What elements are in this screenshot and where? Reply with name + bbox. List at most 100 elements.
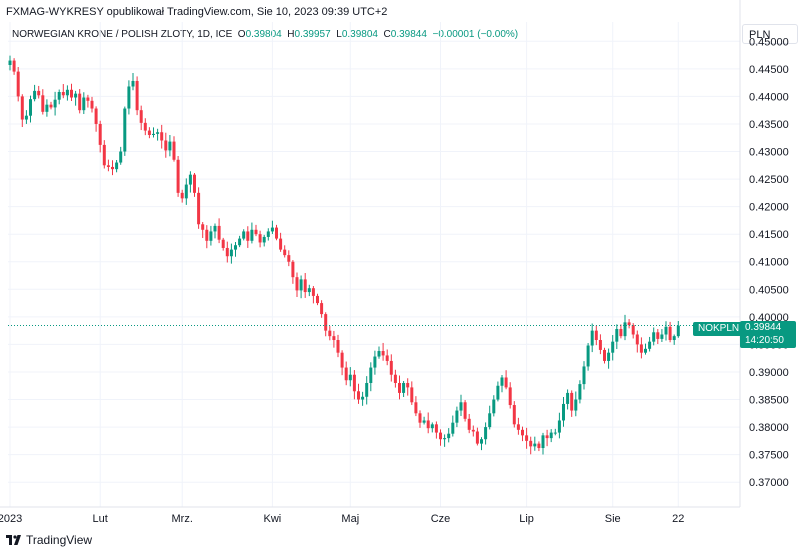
footer-brand-label: TradingView <box>26 533 93 547</box>
candle-body <box>504 377 508 388</box>
candle-body <box>295 277 299 291</box>
candle-body <box>270 227 274 232</box>
candle-body <box>484 427 488 440</box>
footer-brand[interactable]: TradingView <box>6 533 92 547</box>
candle-body <box>98 123 102 145</box>
candle-body <box>668 326 672 341</box>
y-tick-label: 0.37500 <box>749 450 789 462</box>
candle-body <box>582 366 586 385</box>
candle-body <box>393 374 397 383</box>
candle-body <box>143 122 147 131</box>
candle-body <box>135 80 139 111</box>
candle-body <box>20 96 24 120</box>
candle-body <box>238 238 242 246</box>
candle-body <box>644 348 647 353</box>
candle-body <box>516 424 520 430</box>
y-tick-label: 0.39000 <box>749 367 789 379</box>
low-value: 0.39804 <box>341 29 378 40</box>
candle-body <box>94 108 98 124</box>
candle-body <box>160 132 164 141</box>
high-value: 0.39957 <box>294 29 331 40</box>
candle-body <box>8 60 12 65</box>
candle-body <box>147 130 151 135</box>
candle-body <box>184 184 188 199</box>
x-tick-label: Mrz. <box>172 513 193 525</box>
candle-body <box>234 245 237 250</box>
candle-body <box>291 261 295 278</box>
candle-body <box>49 104 53 108</box>
candle-body <box>594 330 598 341</box>
candle-body <box>225 247 229 257</box>
candle-body <box>652 332 656 342</box>
candle-body <box>209 231 213 241</box>
candle-body <box>332 336 336 341</box>
candle-body <box>340 352 344 368</box>
candle-body <box>623 322 627 337</box>
candle-body <box>279 238 283 250</box>
candle-body <box>598 340 602 350</box>
close-value: 0.39844 <box>390 29 427 40</box>
symbol-legend: NORWEGIAN KRONE / POLISH ZLOTY, 1D, ICE … <box>12 29 518 40</box>
candle-body <box>283 249 287 256</box>
candle-body <box>201 224 205 230</box>
candle-body <box>467 418 471 430</box>
candle-body <box>590 330 594 346</box>
candle-body <box>311 288 315 296</box>
y-tick-label: 0.44500 <box>749 64 789 76</box>
candle-body <box>70 89 73 98</box>
candle-body <box>607 352 611 361</box>
candle-body <box>627 322 631 326</box>
x-tick-label: Kwi <box>264 513 282 525</box>
candle-body <box>172 141 176 160</box>
candle-body <box>344 367 348 381</box>
y-tick-label: 0.40000 <box>749 312 789 324</box>
y-tick-label: 0.41000 <box>749 257 789 269</box>
candle-body <box>549 432 553 439</box>
y-tick-label: 0.38500 <box>749 395 789 407</box>
candle-body <box>115 162 119 170</box>
candle-body <box>660 334 664 339</box>
candle-body <box>119 151 123 163</box>
x-tick-label: Cze <box>431 513 451 525</box>
candle-body <box>566 392 570 404</box>
candle-body <box>53 99 57 108</box>
change-value: −0.00001 (−0.00%) <box>432 29 519 40</box>
candle-body <box>434 424 438 433</box>
candle-body <box>328 330 332 337</box>
candle-body <box>574 399 578 411</box>
high-label: H <box>287 29 295 40</box>
candle-body <box>463 402 467 419</box>
candle-body <box>41 95 45 112</box>
candle-body <box>508 387 512 406</box>
candle-body <box>336 340 340 353</box>
candle-body <box>29 99 32 116</box>
candle-body <box>287 255 291 262</box>
candle-body <box>480 439 483 444</box>
candle-body <box>426 420 430 429</box>
candle-body <box>492 399 496 414</box>
candle-body <box>361 396 365 400</box>
candle-body <box>16 71 20 97</box>
candle-body <box>365 382 369 397</box>
candle-body <box>389 360 393 375</box>
candle-body <box>164 140 168 151</box>
y-tick-label: 0.43500 <box>749 119 789 131</box>
candle-body <box>451 422 455 434</box>
candle-body <box>82 97 86 111</box>
x-tick-label: Lip <box>519 513 534 525</box>
candle-body <box>221 239 225 248</box>
currency-button[interactable]: PLN <box>742 24 798 44</box>
y-tick-label: 0.44000 <box>749 91 789 103</box>
y-tick-label: 0.37000 <box>749 477 789 489</box>
candle-body <box>533 443 537 447</box>
candle-body <box>357 391 360 400</box>
candle-body <box>398 382 401 393</box>
y-tick-label: 0.42500 <box>749 174 789 186</box>
close-label: C <box>383 29 391 40</box>
candle-body <box>656 332 660 339</box>
candle-body <box>156 132 160 134</box>
candle-body <box>246 231 250 241</box>
x-tick-label: 2023 <box>0 513 22 525</box>
candle-body <box>500 377 504 386</box>
